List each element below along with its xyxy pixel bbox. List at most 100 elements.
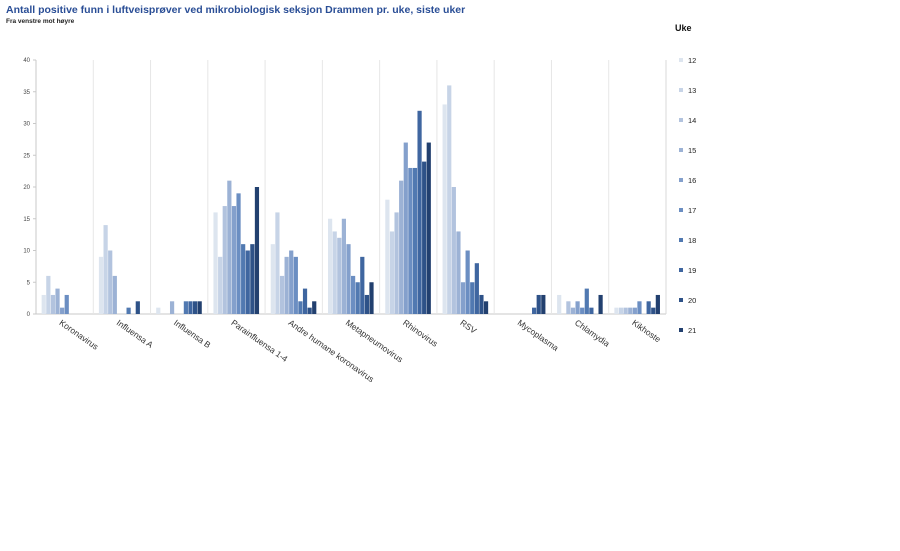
bar-17-5 xyxy=(351,275,356,314)
y-tick-label: 5 xyxy=(27,280,31,286)
y-tick-label: 30 xyxy=(23,122,30,128)
bar-19-5 xyxy=(360,256,365,314)
bar-21-6 xyxy=(426,142,431,314)
legend-label: 18 xyxy=(688,236,696,245)
y-tick-label: 25 xyxy=(23,153,30,159)
bar-19-9 xyxy=(589,307,594,314)
bar-15-3 xyxy=(227,180,232,314)
bar-13-4 xyxy=(275,212,280,314)
category-label: Influensa A xyxy=(115,317,155,350)
bar-18-6 xyxy=(412,167,418,314)
category-label: Kikhoste xyxy=(630,317,663,344)
bar-21-8 xyxy=(541,294,546,314)
bar-14-10 xyxy=(623,307,628,314)
legend-swatch xyxy=(679,88,683,92)
legend-swatch xyxy=(679,178,683,182)
bar-20-1 xyxy=(135,301,140,314)
legend-label: 12 xyxy=(688,56,696,65)
bar-16-4 xyxy=(289,250,294,314)
bar-21-10 xyxy=(655,294,660,314)
bar-18-7 xyxy=(470,282,475,314)
bar-18-1 xyxy=(126,307,131,314)
bar-20-2 xyxy=(192,301,198,314)
bar-21-4 xyxy=(312,301,317,314)
bar-15-10 xyxy=(628,307,633,314)
bar-16-3 xyxy=(231,206,237,314)
bar-14-9 xyxy=(566,301,571,314)
y-tick-label: 10 xyxy=(23,249,30,255)
bar-20-3 xyxy=(250,244,255,314)
bar-15-5 xyxy=(341,218,346,314)
bar-16-0 xyxy=(60,307,65,314)
bar-17-6 xyxy=(408,167,413,314)
bar-12-10 xyxy=(614,307,619,314)
bar-12-5 xyxy=(328,218,333,314)
bar-14-4 xyxy=(279,275,285,314)
bar-19-6 xyxy=(417,110,422,314)
bar-17-9 xyxy=(580,307,585,314)
bar-17-4 xyxy=(293,256,298,314)
bar-13-7 xyxy=(447,85,452,315)
bar-16-7 xyxy=(460,282,466,314)
bar-13-3 xyxy=(218,256,223,314)
legend-swatch xyxy=(679,328,683,332)
legend-swatch xyxy=(679,298,683,302)
bar-19-2 xyxy=(188,301,193,314)
bar-16-5 xyxy=(346,244,351,314)
bar-12-7 xyxy=(442,104,447,314)
bar-19-3 xyxy=(245,250,250,314)
bar-16-6 xyxy=(403,142,408,314)
chart-title: Antall positive funn i luftveisprøver ve… xyxy=(6,4,466,16)
bar-20-4 xyxy=(307,307,312,314)
bar-12-4 xyxy=(270,244,275,314)
bar-21-2 xyxy=(197,301,202,314)
bar-15-6 xyxy=(399,180,404,314)
bar-14-7 xyxy=(451,187,456,314)
bar-19-4 xyxy=(302,288,308,314)
bar-13-10 xyxy=(618,307,624,314)
bar-18-4 xyxy=(298,301,303,314)
bar-12-0 xyxy=(41,294,46,314)
bar-20-10 xyxy=(651,307,656,314)
category-label: Metapneumovirus xyxy=(344,317,405,364)
bar-14-0 xyxy=(50,294,56,314)
y-tick-label: 20 xyxy=(23,185,30,191)
legend-label: 17 xyxy=(688,206,696,215)
legend-label: 20 xyxy=(688,296,696,305)
bar-16-10 xyxy=(632,307,637,314)
legend-swatch xyxy=(679,118,683,122)
bar-13-1 xyxy=(103,225,108,314)
legend-swatch xyxy=(679,208,683,212)
legend-swatch xyxy=(679,268,683,272)
bar-21-5 xyxy=(369,282,374,314)
category-label: RSV xyxy=(458,317,478,335)
legend-label: 13 xyxy=(688,86,696,95)
y-tick-label: 40 xyxy=(23,58,30,64)
bar-14-1 xyxy=(108,250,113,314)
bar-14-5 xyxy=(337,237,342,314)
bar-18-9 xyxy=(584,288,589,314)
bar-21-7 xyxy=(483,301,489,314)
bar-16-9 xyxy=(575,301,580,314)
legend-swatch xyxy=(679,238,683,242)
bar-20-7 xyxy=(479,294,484,314)
category-label: Influensa B xyxy=(172,317,213,350)
bar-15-1 xyxy=(112,275,117,314)
bar-17-10 xyxy=(637,301,642,314)
bar-14-6 xyxy=(394,212,399,314)
y-tick-label: 15 xyxy=(23,217,30,223)
bar-20-5 xyxy=(364,294,369,314)
legend-swatch xyxy=(679,58,683,62)
bar-15-7 xyxy=(456,231,461,314)
legend-label: 21 xyxy=(688,326,696,335)
bar-21-9 xyxy=(598,294,603,314)
bar-19-7 xyxy=(474,263,479,314)
bar-13-5 xyxy=(332,231,337,314)
bar-18-5 xyxy=(355,282,360,314)
bar-17-0 xyxy=(64,294,69,314)
bar-12-3 xyxy=(213,212,218,314)
bar-12-2 xyxy=(156,307,161,314)
chart-subtitle: Fra venstre mot høyre xyxy=(6,18,75,25)
bar-19-10 xyxy=(646,301,651,314)
